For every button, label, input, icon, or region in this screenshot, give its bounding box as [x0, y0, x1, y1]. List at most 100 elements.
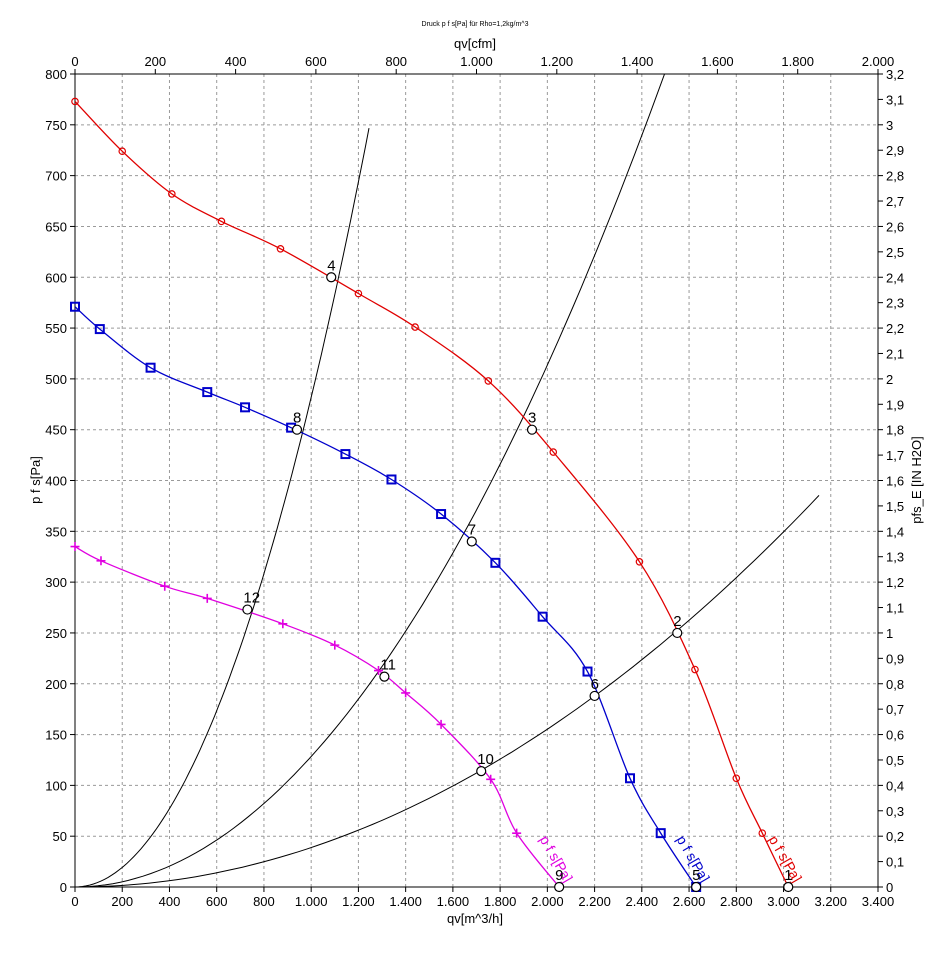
y-tick-label: 500 [45, 372, 67, 387]
y2-tick-label: 2,4 [886, 270, 904, 285]
y2-tick-label: 2,5 [886, 245, 904, 260]
x-axis-title: qv[m^3/h] [447, 911, 503, 926]
x-tick-label: 1.600 [437, 894, 470, 909]
y2-tick-label: 3,1 [886, 92, 904, 107]
chart-title: Druck p f s[Pa] für Rho=1,2kg/m^3 [422, 21, 529, 28]
data-point [436, 719, 446, 729]
data-point [70, 301, 80, 312]
data-point [70, 542, 80, 552]
data-point [625, 773, 636, 784]
y2-tick-label: 1,6 [886, 474, 904, 489]
series-line [75, 306, 697, 887]
x2-tick-label: 800 [385, 54, 407, 69]
data-point [386, 474, 397, 485]
data-point [582, 666, 593, 677]
y2-tick-label: 3,2 [886, 67, 904, 82]
y-tick-label: 750 [45, 118, 67, 133]
data-point [160, 581, 170, 591]
data-point [484, 377, 493, 385]
data-point [411, 323, 419, 331]
data-point [96, 556, 106, 566]
y2-tick-label: 0,9 [886, 651, 904, 666]
y-tick-label: 150 [45, 728, 67, 743]
operating-point-marker [379, 671, 390, 682]
data-point [732, 774, 741, 783]
operating-point-marker [466, 536, 477, 547]
data-point [512, 828, 522, 838]
y2-tick-label: 1,9 [886, 397, 904, 412]
x-tick-label: 0 [71, 894, 78, 909]
data-point [240, 402, 251, 413]
operating-point-label: 12 [243, 590, 260, 607]
data-point [537, 611, 548, 622]
operating-point-marker [326, 272, 337, 283]
y2-tick-label: 1,4 [886, 524, 904, 539]
x-tick-label: 1.400 [389, 894, 422, 909]
data-point [549, 448, 558, 456]
plot-area: 0 200 400 600 800 1.000 1.200 1.400 1.600 1.800 2.… [45, 54, 904, 909]
y2-tick-label: 3 [886, 118, 893, 133]
x2-tick-label: 600 [305, 54, 327, 69]
y2-tick-label: 0,6 [886, 728, 904, 743]
data-point [217, 217, 226, 226]
x-tick-label: 2.400 [626, 894, 659, 909]
x2-tick-label: 400 [225, 54, 247, 69]
y2-tick-label: 2,8 [886, 169, 904, 184]
operating-point-label: 3 [528, 410, 536, 427]
y2-tick-label: 0,1 [886, 855, 904, 870]
x2-tick-label: 1.000 [460, 54, 493, 69]
system-curve [75, 74, 666, 887]
operating-point-label: 8 [293, 410, 301, 427]
y-tick-label: 250 [45, 626, 67, 641]
data-point [490, 557, 501, 568]
data-point [71, 97, 79, 106]
x2-tick-label: 200 [144, 54, 166, 69]
y2-tick-label: 0 [886, 880, 893, 895]
y2-tick-label: 1,5 [886, 499, 904, 514]
x2-tick-label: 1.800 [781, 54, 814, 69]
x-tick-label: 2.800 [720, 894, 753, 909]
data-point [278, 619, 288, 629]
data-point [436, 509, 447, 520]
y-tick-label: 100 [45, 778, 67, 793]
y2-tick-label: 1,8 [886, 423, 904, 438]
y2-tick-label: 1,1 [886, 601, 904, 616]
data-point [655, 828, 666, 839]
x-tick-label: 600 [206, 894, 228, 909]
operating-point-marker [691, 881, 702, 893]
y2-tick-label: 0,5 [886, 753, 904, 768]
y2-axis-title: pfs_E [IN H2O] [909, 436, 924, 523]
operating-point-label: 4 [327, 257, 335, 274]
y-tick-label: 600 [45, 270, 67, 285]
operating-point-label: 1 [784, 867, 792, 884]
y2-tick-label: 2 [886, 372, 893, 387]
operating-point-label: 7 [468, 521, 476, 538]
y-tick-label: 700 [45, 169, 67, 184]
y2-tick-label: 0,3 [886, 804, 904, 819]
operating-point-label: 9 [555, 867, 563, 884]
x-tick-label: 1.200 [342, 894, 375, 909]
x-tick-label: 2.200 [578, 894, 611, 909]
y2-tick-label: 2,3 [886, 296, 904, 311]
y-tick-label: 400 [45, 474, 67, 489]
y2-tick-label: 1,2 [886, 575, 904, 590]
data-point [168, 190, 176, 198]
x2-tick-label: 0 [71, 54, 78, 69]
x-tick-label: 3.400 [862, 894, 895, 909]
operating-point-marker [672, 627, 683, 639]
data-point [635, 557, 644, 566]
series-line [75, 546, 560, 887]
x-tick-label: 1.000 [295, 894, 328, 909]
y2-tick-label: 0,4 [886, 778, 904, 793]
x2-tick-label: 2.000 [862, 54, 895, 69]
y2-tick-label: 2,6 [886, 219, 904, 234]
operating-point-label: 11 [380, 657, 396, 674]
y-tick-label: 0 [60, 880, 67, 895]
x-tick-label: 3.200 [814, 894, 847, 909]
operating-point-marker [526, 424, 538, 435]
y-tick-label: 50 [53, 829, 67, 844]
y2-tick-label: 2,9 [886, 143, 904, 158]
data-point [401, 688, 411, 698]
operating-point-marker [783, 881, 794, 893]
